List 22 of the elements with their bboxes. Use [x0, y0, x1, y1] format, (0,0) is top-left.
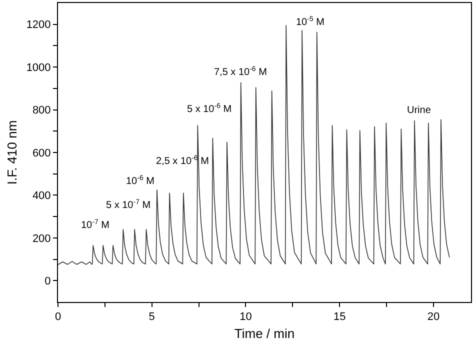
- x-tick-label: 10: [240, 311, 252, 324]
- annotation: 7,5 x 10$^{-6}$ M: [214, 66, 267, 78]
- y-tick-label: 400: [32, 190, 51, 202]
- y-tick-label: 1200: [26, 19, 51, 32]
- x-tick-label: 0: [54, 311, 62, 324]
- line-series: [58, 25, 450, 266]
- y-tick-label: 800: [32, 104, 51, 117]
- y-tick-label: 0: [44, 275, 51, 288]
- annotation: 10$^{-7}$ M: [81, 219, 110, 232]
- annotation: 5 x 10$^{-6}$ M: [187, 103, 232, 116]
- x-tick-label: 5: [148, 311, 155, 324]
- annotation: 10$^{-5}$ M: [296, 16, 324, 28]
- annotation: 5 x 10$^{-7}$ M: [106, 199, 151, 212]
- annotation: Urine: [407, 105, 432, 116]
- y-tick-label: 1000: [26, 62, 51, 74]
- y-axis-title: I.F. 410 nm: [4, 120, 20, 185]
- annotation: 10$^{-6}$ M: [126, 175, 154, 188]
- y-tick-label: 200: [32, 232, 51, 245]
- y-tick-label: 600: [32, 147, 51, 160]
- x-tick-label: 15: [333, 311, 346, 324]
- x-axis-title: Time / min: [234, 326, 295, 341]
- x-tick-label: 20: [427, 311, 440, 324]
